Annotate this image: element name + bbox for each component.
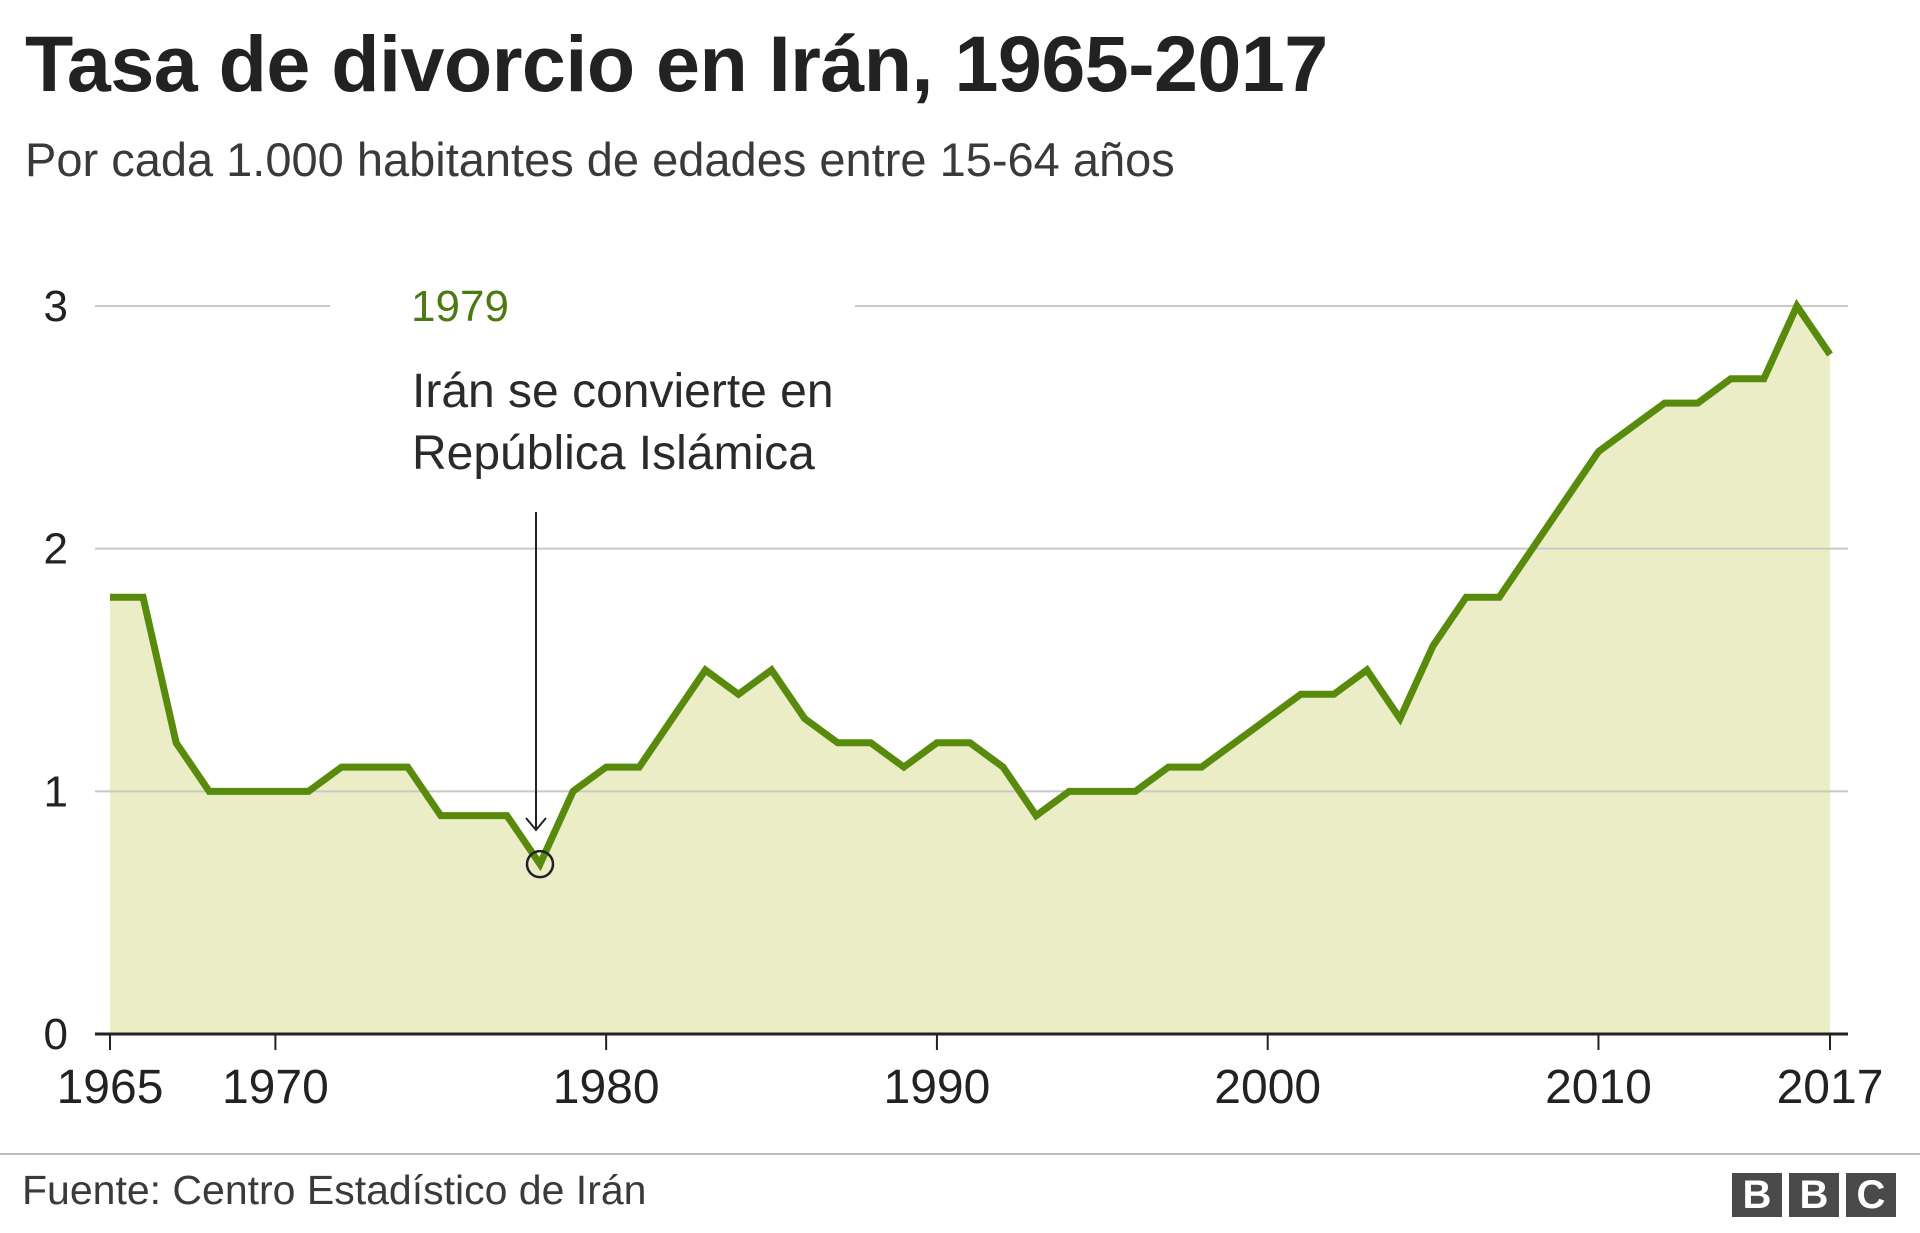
data-point <box>1232 740 1238 746</box>
data-point <box>107 594 113 600</box>
data-point <box>305 788 311 794</box>
data-point <box>802 716 808 722</box>
bbc-logo-letter-b1: B <box>1732 1173 1782 1217</box>
data-point <box>735 691 741 697</box>
data-point <box>1397 716 1403 722</box>
divorce-rate-chart: 0 1 2 3 1965 1970 1980 1990 2000 2010 2017 1979 Irán… <box>44 282 1884 1114</box>
data-point <box>272 788 278 794</box>
data-point <box>1364 667 1370 673</box>
data-point <box>405 764 411 770</box>
data-point <box>1000 764 1006 770</box>
data-point <box>570 788 576 794</box>
x-tick-label-1980: 1980 <box>553 1061 660 1114</box>
data-point <box>206 788 212 794</box>
x-tick-label-1965: 1965 <box>57 1061 164 1114</box>
data-point <box>1496 594 1502 600</box>
chart-title: Tasa de divorcio en Irán, 1965-2017 <box>25 19 1328 108</box>
data-point <box>934 740 940 746</box>
annotation-text-line-2: República Islámica <box>412 427 815 480</box>
chart-subtitle: Por cada 1.000 habitantes de edades entr… <box>25 133 1175 186</box>
data-point <box>1629 424 1635 430</box>
bbc-logo-letter-b2: B <box>1789 1173 1839 1217</box>
data-point <box>901 764 907 770</box>
x-tick-label-2000: 2000 <box>1214 1061 1321 1114</box>
annotation-year-label: 1979 <box>411 282 509 331</box>
data-point <box>372 764 378 770</box>
data-point <box>1827 352 1833 358</box>
data-point <box>173 740 179 746</box>
x-tick-label-2010: 2010 <box>1545 1061 1652 1114</box>
data-point <box>636 764 642 770</box>
data-point <box>868 740 874 746</box>
data-point <box>603 764 609 770</box>
x-tick-label-1990: 1990 <box>884 1061 991 1114</box>
data-point <box>1728 376 1734 382</box>
data-point <box>1165 764 1171 770</box>
data-point <box>1794 303 1800 309</box>
data-point <box>1199 764 1205 770</box>
annotation-arrow-head <box>525 817 547 832</box>
data-point <box>1562 497 1568 503</box>
bbc-logo: B B C <box>1732 1173 1896 1217</box>
data-point <box>140 594 146 600</box>
data-point <box>1099 788 1105 794</box>
y-tick-label-3: 3 <box>44 282 68 331</box>
series-line <box>110 298 1833 872</box>
data-point <box>967 740 973 746</box>
source-note: Fuente: Centro Estadístico de Irán <box>22 1167 647 1213</box>
data-point <box>1595 449 1601 455</box>
data-point <box>1132 788 1138 794</box>
data-point <box>1529 546 1535 552</box>
data-point <box>1761 376 1767 382</box>
data-point <box>1298 691 1304 697</box>
x-tick-label-1970: 1970 <box>222 1061 329 1114</box>
data-point <box>471 813 477 819</box>
data-point <box>1662 400 1668 406</box>
x-tick-label-2017: 2017 <box>1777 1061 1884 1114</box>
y-tick-label-1: 1 <box>44 767 68 816</box>
data-point <box>1331 691 1337 697</box>
data-point <box>669 716 675 722</box>
data-point <box>438 813 444 819</box>
data-point <box>1430 643 1436 649</box>
annotation-marker-circle <box>525 849 555 879</box>
data-point <box>1033 813 1039 819</box>
area-fill <box>110 306 1830 1034</box>
data-point <box>504 813 510 819</box>
data-point <box>1066 788 1072 794</box>
data-point <box>835 740 841 746</box>
data-point <box>339 764 345 770</box>
y-tick-label-2: 2 <box>44 525 68 574</box>
data-point <box>1695 400 1701 406</box>
data-point <box>537 861 543 867</box>
data-point <box>769 667 775 673</box>
footer-divider <box>0 1153 1920 1155</box>
annotation-text-line-1: Irán se convierte en <box>412 365 834 418</box>
data-point <box>1463 594 1469 600</box>
bbc-logo-letter-c: C <box>1846 1173 1896 1217</box>
y-tick-label-0: 0 <box>44 1010 68 1059</box>
data-point <box>239 788 245 794</box>
data-point <box>1265 716 1271 722</box>
data-point <box>702 667 708 673</box>
